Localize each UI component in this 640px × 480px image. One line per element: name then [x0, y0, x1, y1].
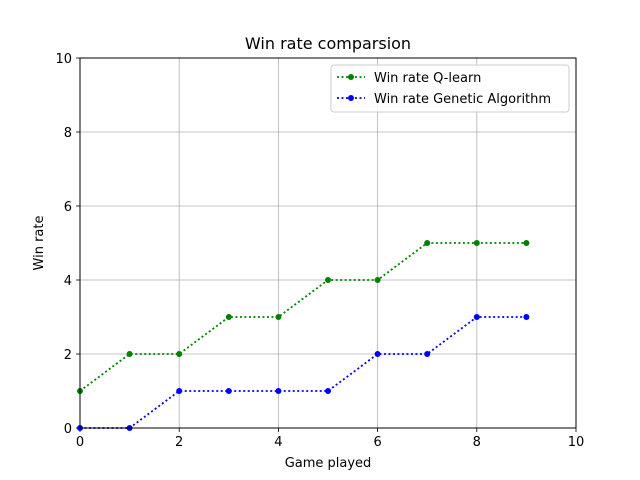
x-tick-label: 6: [373, 435, 381, 450]
data-point: [523, 314, 530, 320]
series-0: [77, 240, 530, 394]
x-axis-label: Game played: [285, 456, 372, 471]
data-point: [473, 314, 480, 320]
data-point: [225, 388, 232, 394]
data-point: [176, 388, 183, 394]
y-tick-label: 8: [64, 126, 72, 141]
data-point: [473, 240, 480, 246]
legend-label: Win rate Genetic Algorithm: [374, 92, 551, 107]
data-point: [374, 351, 381, 357]
series-line: [80, 316, 527, 429]
x-tick-label: 4: [274, 435, 282, 450]
legend-marker: [348, 95, 354, 101]
data-point: [325, 388, 331, 394]
data-point: [126, 351, 133, 357]
series-layer: [77, 240, 530, 431]
data-point: [424, 240, 431, 246]
legend: Win rate Q-learn Win rate Genetic Algorit…: [330, 64, 570, 113]
legend-marker: [348, 74, 354, 80]
data-point: [176, 351, 183, 357]
y-tick-label: 2: [64, 348, 72, 363]
legend-box: [330, 64, 570, 113]
x-tick-label: 2: [175, 435, 183, 450]
y-tick-label: 4: [64, 274, 72, 289]
plot-frame: [79, 57, 577, 429]
data-point: [225, 314, 232, 320]
y-axis-label: Win rate: [32, 216, 47, 271]
y-tick-label: 6: [64, 200, 72, 215]
axis-ticks: 0 2 4 6 8 10 0 2 4 6 8 10: [55, 52, 584, 450]
data-point: [424, 351, 431, 357]
chart-title: Win rate comparsion: [245, 34, 411, 53]
data-point: [275, 314, 282, 320]
y-tick-label: 0: [64, 422, 72, 437]
x-tick-label: 8: [473, 435, 481, 450]
x-tick-label: 0: [76, 435, 84, 450]
y-tick-label: 10: [55, 52, 72, 67]
x-tick-label: 10: [568, 435, 585, 450]
data-point: [374, 277, 381, 283]
data-point: [275, 388, 282, 394]
data-point: [325, 277, 331, 283]
legend-label: Win rate Q-learn: [374, 71, 481, 86]
series-1: [77, 314, 530, 431]
series-line: [79, 242, 527, 392]
data-point: [523, 240, 530, 246]
